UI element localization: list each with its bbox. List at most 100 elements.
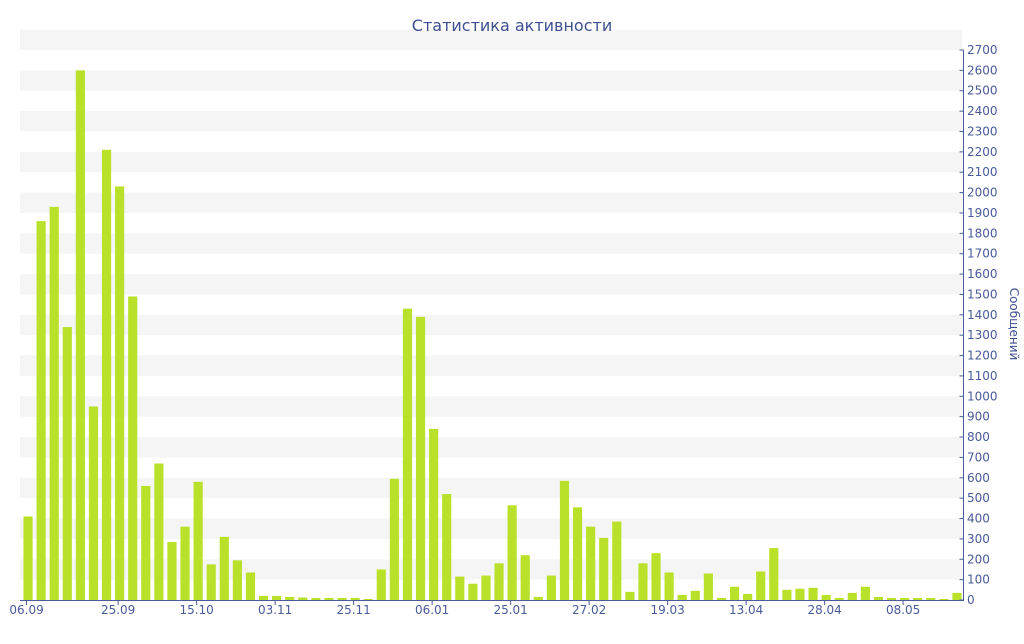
bar	[952, 592, 962, 600]
bar	[926, 597, 936, 600]
bar	[75, 70, 85, 601]
bar	[586, 526, 596, 600]
bar	[285, 596, 295, 600]
grid-band	[20, 559, 962, 580]
bar	[350, 597, 360, 600]
bar	[219, 536, 229, 600]
y-tick-label: 1100	[967, 369, 998, 383]
y-tick-label: 1500	[967, 287, 998, 301]
bar	[729, 586, 740, 600]
bar	[756, 571, 766, 600]
y-tick-label: 1800	[967, 226, 998, 240]
y-tick-label: 1900	[967, 206, 998, 220]
bar	[272, 595, 282, 600]
bar	[769, 548, 779, 600]
bar	[258, 595, 269, 600]
bar	[481, 575, 491, 600]
y-tick-label: 2100	[967, 165, 998, 179]
bar	[455, 576, 465, 600]
y-tick-label: 600	[967, 471, 990, 485]
grid-band	[20, 314, 962, 336]
bar	[847, 592, 857, 600]
grid-band	[20, 274, 962, 295]
y-tick-label: 1700	[967, 247, 998, 261]
bar	[442, 494, 452, 600]
x-tick-label: 25.11	[336, 603, 370, 617]
y-tick-label: 1200	[967, 349, 998, 363]
bars	[23, 70, 962, 601]
grid-band	[20, 192, 962, 213]
grid-band	[20, 477, 962, 499]
chart-title: Статистика активности	[412, 16, 612, 35]
bar	[782, 589, 792, 600]
x-tick-label: 06.01	[415, 603, 449, 617]
bar	[376, 569, 386, 600]
y-tick-label: 2600	[967, 63, 998, 77]
y-tick-label: 1000	[967, 389, 998, 403]
bar	[873, 596, 884, 600]
y-tick-label: 100	[967, 573, 990, 587]
y-tick-label: 900	[967, 410, 990, 424]
bar	[599, 537, 609, 600]
bar	[808, 587, 818, 600]
y-tick-label: 700	[967, 450, 990, 464]
bar	[939, 598, 949, 600]
x-tick-label: 25.01	[493, 603, 527, 617]
x-tick-label: 25.09	[101, 603, 135, 617]
y-tick-label: 1300	[967, 328, 998, 342]
y-tick-label: 300	[967, 532, 990, 546]
bar	[638, 563, 648, 600]
bar	[402, 308, 413, 600]
bar	[298, 597, 308, 600]
x-tick-label: 08.05	[886, 603, 920, 617]
bar	[559, 480, 570, 600]
grid-band	[20, 233, 962, 254]
bar	[651, 553, 661, 600]
bar	[677, 594, 687, 600]
bar	[900, 597, 910, 600]
bar	[167, 541, 177, 600]
bar	[625, 591, 635, 600]
grid-band	[20, 70, 962, 91]
y-tick-label: 2500	[967, 84, 998, 98]
bar	[363, 598, 373, 600]
x-tick-label: 06.09	[9, 603, 43, 617]
bar	[533, 596, 543, 600]
grid-band	[20, 437, 962, 458]
bar	[429, 428, 439, 600]
bar	[101, 149, 112, 600]
bar	[154, 463, 164, 600]
bar	[520, 555, 530, 600]
bar	[62, 327, 72, 600]
y-tick-label: 500	[967, 491, 990, 505]
grid-band	[20, 355, 962, 376]
grid-band	[20, 111, 962, 132]
y-tick-label: 1600	[967, 267, 998, 281]
bar	[245, 572, 256, 600]
y-tick-label: 2200	[967, 145, 998, 159]
grid-band	[20, 29, 962, 50]
bar	[415, 316, 426, 600]
bar	[88, 406, 99, 600]
grid-band	[20, 396, 962, 417]
y-tick-label: 2300	[967, 124, 998, 138]
bar	[886, 597, 897, 600]
y-tick-label: 1400	[967, 308, 998, 322]
y-tick-label: 400	[967, 512, 990, 526]
y-tick-label: 2400	[967, 104, 998, 118]
bar	[860, 586, 870, 600]
x-tick-label: 15.10	[179, 603, 213, 617]
bar	[128, 296, 138, 600]
bar	[180, 526, 190, 600]
x-tick-label: 28.04	[807, 603, 841, 617]
y-tick-label: 200	[967, 552, 990, 566]
y-tick-label: 0	[967, 593, 975, 607]
bar	[141, 485, 151, 600]
y-tick-label: 800	[967, 430, 990, 444]
x-tick-label: 19.03	[650, 603, 684, 617]
bar	[795, 588, 805, 600]
bar	[36, 221, 46, 601]
bar	[572, 507, 583, 600]
bar	[311, 597, 321, 600]
